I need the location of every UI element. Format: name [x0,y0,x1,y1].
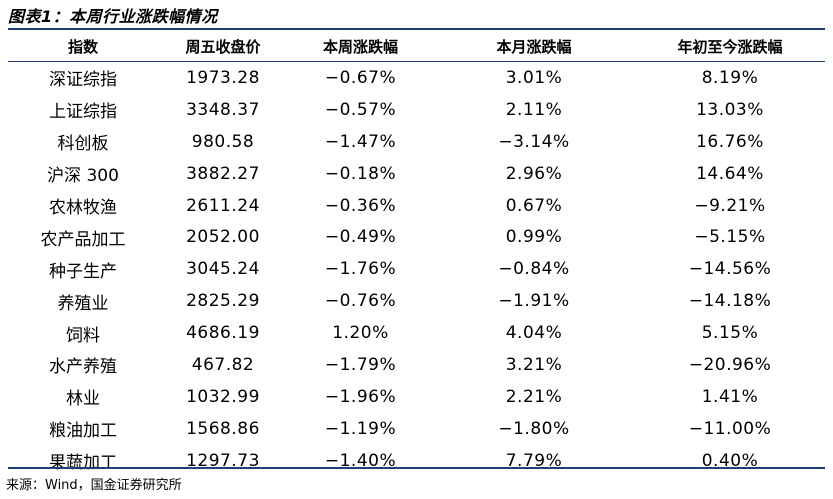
week-change-cell: −1.76% [324,259,397,280]
week-change-cell: −1.19% [324,418,397,439]
header-week-change: 本周涨跌幅 [288,31,433,62]
month-change-cell: −1.91% [498,291,570,312]
bottom-rule [8,467,825,469]
month-change-cell: 7.79% [505,450,563,471]
index-name-cell: 沪深 300 [47,166,119,187]
ytd-change-cell: 1.41% [701,386,759,407]
index-performance-table: 指数 周五收盘价 本周涨跌幅 本月涨跌幅 年初至今涨跌幅 深证综指 1973.28… [8,31,825,477]
week-change-cell: −1.47% [324,131,397,152]
month-change-cell: 3.21% [505,354,563,375]
ytd-change-cell: −9.21% [694,195,766,216]
close-price-cell: 980.58 [191,131,255,152]
header-ytd-change: 年初至今涨跌幅 [635,31,825,62]
ytd-change-cell: −11.00% [688,418,772,439]
week-change-cell: −0.67% [324,67,397,88]
header-month-change: 本月涨跌幅 [433,31,635,62]
ytd-change-cell: 5.15% [701,323,759,344]
month-change-cell: −1.80% [498,418,570,439]
source-note: 来源：Wind，国金证券研究所 [6,478,182,493]
week-change-cell: −1.40% [324,450,397,471]
index-name-cell: 种子生产 [49,261,117,282]
month-change-cell: −3.14% [498,131,570,152]
close-price-cell: 2052.00 [186,227,260,248]
table-row: 林业 1032.99 −1.96% 2.21% 1.41% [8,381,825,413]
close-price-cell: 3045.24 [186,259,260,280]
ytd-change-cell: −14.56% [688,259,772,280]
table-row: 养殖业 2825.29 −0.76% −1.91% −14.18% [8,285,825,317]
ytd-change-cell: −5.15% [694,227,766,248]
month-change-cell: 0.99% [505,227,563,248]
ytd-change-cell: 0.40% [701,450,759,471]
week-change-cell: −1.79% [324,354,397,375]
ytd-change-cell: 14.64% [696,163,764,184]
close-price-cell: 3882.27 [186,163,260,184]
index-name-cell: 科创板 [57,134,109,155]
table-row: 农产品加工 2052.00 −0.49% 0.99% −5.15% [8,221,825,253]
close-price-cell: 1568.86 [186,418,260,439]
week-change-cell: −0.57% [324,99,397,120]
index-name-cell: 粮油加工 [49,421,117,442]
close-price-cell: 4686.19 [186,323,260,344]
index-name-cell: 林业 [66,389,100,410]
top-rule [8,28,825,30]
ytd-change-cell: −14.18% [688,291,772,312]
table-row: 种子生产 3045.24 −1.76% −0.84% −14.56% [8,253,825,285]
close-price-cell: 2611.24 [186,195,260,216]
close-price-cell: 1032.99 [186,386,260,407]
week-change-cell: −0.76% [324,291,397,312]
index-name-cell: 上证综指 [49,102,117,123]
close-price-cell: 1973.28 [186,67,260,88]
table-row: 科创板 980.58 −1.47% −3.14% 16.76% [8,126,825,158]
header-index: 指数 [8,31,158,62]
table-row: 粮油加工 1568.86 −1.19% −1.80% −11.00% [8,413,825,445]
header-close-price: 周五收盘价 [158,31,288,62]
table-row: 水产养殖 467.82 −1.79% 3.21% −20.96% [8,349,825,381]
index-name-cell: 水产养殖 [49,357,117,378]
index-name-cell: 养殖业 [57,293,109,314]
table-row: 深证综指 1973.28 −0.67% 3.01% 8.19% [8,62,825,94]
table-title: 图表1：本周行业涨跌幅情况 [8,7,218,26]
week-change-cell: −1.96% [324,386,397,407]
week-change-cell: −0.36% [324,195,397,216]
month-change-cell: 3.01% [505,67,563,88]
close-price-cell: 1297.73 [186,450,260,471]
table-row: 饲料 4686.19 1.20% 4.04% 5.15% [8,317,825,349]
ytd-change-cell: 8.19% [701,67,759,88]
index-name-cell: 深证综指 [49,70,117,91]
table-row: 上证综指 3348.37 −0.57% 2.11% 13.03% [8,94,825,126]
table-row: 沪深 300 3882.27 −0.18% 2.96% 14.64% [8,158,825,190]
month-change-cell: 2.21% [505,386,563,407]
week-change-cell: 1.20% [332,323,389,344]
week-change-cell: −0.18% [324,163,397,184]
ytd-change-cell: −20.96% [688,354,772,375]
close-price-cell: 2825.29 [186,291,260,312]
month-change-cell: 4.04% [505,323,563,344]
close-price-cell: 3348.37 [186,99,260,120]
index-name-cell: 饲料 [66,325,100,346]
index-name-cell: 农林牧渔 [49,198,117,218]
ytd-change-cell: 16.76% [696,131,764,152]
table-row: 农林牧渔 2611.24 −0.36% 0.67% −9.21% [8,190,825,222]
month-change-cell: −0.84% [498,259,570,280]
table-row: 果蔬加工 1297.73 −1.40% 7.79% 0.40% [8,445,825,477]
close-price-cell: 467.82 [191,354,255,375]
month-change-cell: 0.67% [505,195,563,216]
ytd-change-cell: 13.03% [696,99,764,120]
index-name-cell: 农产品加工 [40,229,126,250]
header-row: 指数 周五收盘价 本周涨跌幅 本月涨跌幅 年初至今涨跌幅 [8,31,825,62]
week-change-cell: −0.49% [324,227,397,248]
index-name-cell: 果蔬加工 [49,453,117,474]
month-change-cell: 2.96% [505,163,563,184]
month-change-cell: 2.11% [505,99,563,120]
